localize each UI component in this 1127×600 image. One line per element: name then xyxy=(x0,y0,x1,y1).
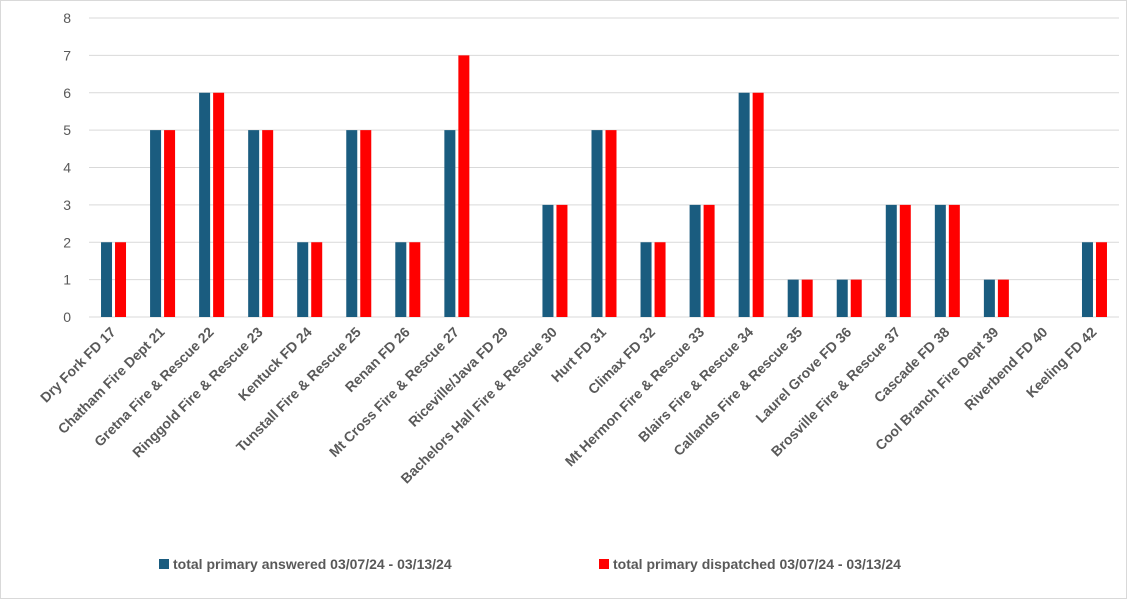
bar xyxy=(311,242,323,317)
x-tick-label: Riverbend FD 40 xyxy=(961,324,1051,414)
legend-swatch xyxy=(599,559,609,569)
legend-label: total primary answered 03/07/24 - 03/13/… xyxy=(173,556,452,572)
y-tick-label: 8 xyxy=(63,10,71,26)
legend-label: total primary dispatched 03/07/24 - 03/1… xyxy=(613,556,901,572)
bar xyxy=(836,279,848,317)
bar xyxy=(115,242,127,317)
legend-swatch xyxy=(159,559,169,569)
bar xyxy=(801,279,813,317)
bar xyxy=(948,204,960,317)
bar xyxy=(248,130,260,317)
bar xyxy=(850,279,862,317)
y-tick-label: 4 xyxy=(63,160,71,176)
bar xyxy=(262,130,274,317)
bar xyxy=(899,204,911,317)
x-tick-label: Laurel Grove FD 36 xyxy=(752,324,854,426)
bar xyxy=(605,130,617,317)
bar xyxy=(885,204,897,317)
y-tick-label: 7 xyxy=(63,47,71,63)
y-tick-label: 3 xyxy=(63,197,71,213)
bar xyxy=(738,92,750,317)
y-tick-label: 2 xyxy=(63,234,71,250)
bar xyxy=(983,279,995,317)
bar xyxy=(458,55,470,317)
bar xyxy=(1095,242,1107,317)
bar xyxy=(997,279,1009,317)
bar xyxy=(752,92,764,317)
bar xyxy=(346,130,358,317)
bar xyxy=(654,242,666,317)
bar xyxy=(213,92,225,317)
bar xyxy=(199,92,211,317)
y-tick-label: 6 xyxy=(63,85,71,101)
bar xyxy=(703,204,715,317)
bar xyxy=(444,130,456,317)
y-tick-label: 0 xyxy=(63,309,71,325)
bar xyxy=(164,130,176,317)
bar xyxy=(542,204,554,317)
bar xyxy=(150,130,162,317)
bar xyxy=(556,204,568,317)
bar xyxy=(395,242,407,317)
bar xyxy=(409,242,421,317)
y-tick-label: 5 xyxy=(63,122,71,138)
y-tick-label: 1 xyxy=(63,272,71,288)
bar xyxy=(1081,242,1093,317)
bar xyxy=(689,204,701,317)
bar xyxy=(787,279,799,317)
bar xyxy=(591,130,603,317)
bar xyxy=(297,242,309,317)
bar xyxy=(934,204,946,317)
bar xyxy=(101,242,113,317)
bar xyxy=(360,130,372,317)
bar xyxy=(640,242,652,317)
